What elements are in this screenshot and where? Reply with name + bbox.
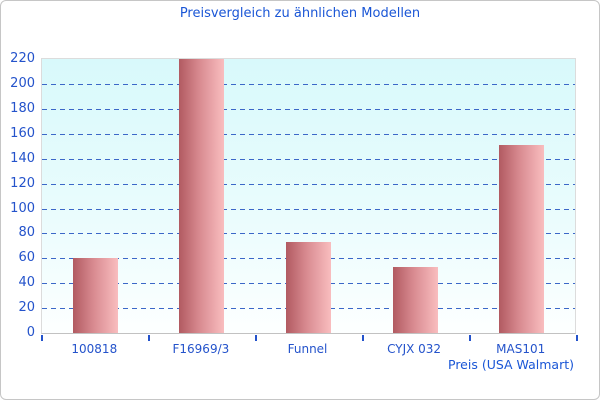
bar-F16969/3: [179, 59, 225, 333]
x-axis-tick: [41, 335, 43, 341]
x-axis-category-label: MAS101: [496, 342, 546, 356]
gridline: [42, 183, 575, 185]
x-axis-tick: [255, 335, 257, 341]
x-axis-category-label: Funnel: [287, 342, 328, 356]
x-axis-tick: [148, 335, 150, 341]
y-axis-tick-label: 40: [18, 275, 35, 291]
y-axis-tick-label: 220: [10, 51, 35, 66]
x-axis-category-label: 100818: [71, 342, 118, 356]
y-axis-tick-label: 160: [10, 125, 35, 141]
y-axis-tick-label: 200: [10, 75, 35, 91]
x-axis-tick: [362, 335, 364, 341]
bar-CYJX 032: [392, 267, 438, 333]
y-axis-tick-label: 80: [18, 225, 35, 241]
chart-title: Preisvergleich zu ähnlichen Modellen: [179, 6, 421, 21]
y-axis-tick-label: 140: [10, 150, 35, 166]
x-axis-tick: [469, 335, 471, 341]
x-axis-tick: [576, 335, 578, 341]
gridline: [42, 83, 575, 85]
y-axis-tick-label: 0: [26, 325, 35, 340]
bar-MAS101: [499, 144, 545, 333]
y-axis-tick-label: 60: [18, 250, 35, 266]
y-axis-tick-label: 180: [10, 100, 35, 116]
y-axis-tick-label: 20: [18, 300, 35, 316]
bar-100818: [72, 258, 118, 333]
gridline: [42, 108, 575, 110]
x-axis-category-label: CYJX 032: [387, 342, 442, 356]
x-axis-title: Preis (USA Walmart): [448, 357, 574, 372]
gridline: [42, 133, 575, 135]
y-axis-tick-label: 120: [10, 175, 35, 191]
gridline: [42, 208, 575, 210]
gridline: [42, 158, 575, 160]
x-axis-category-label: F16969/3: [172, 342, 230, 356]
y-axis-tick-label: 100: [10, 200, 35, 216]
bar-Funnel: [286, 242, 331, 333]
gridline: [42, 233, 575, 235]
plot-area: [41, 58, 576, 334]
